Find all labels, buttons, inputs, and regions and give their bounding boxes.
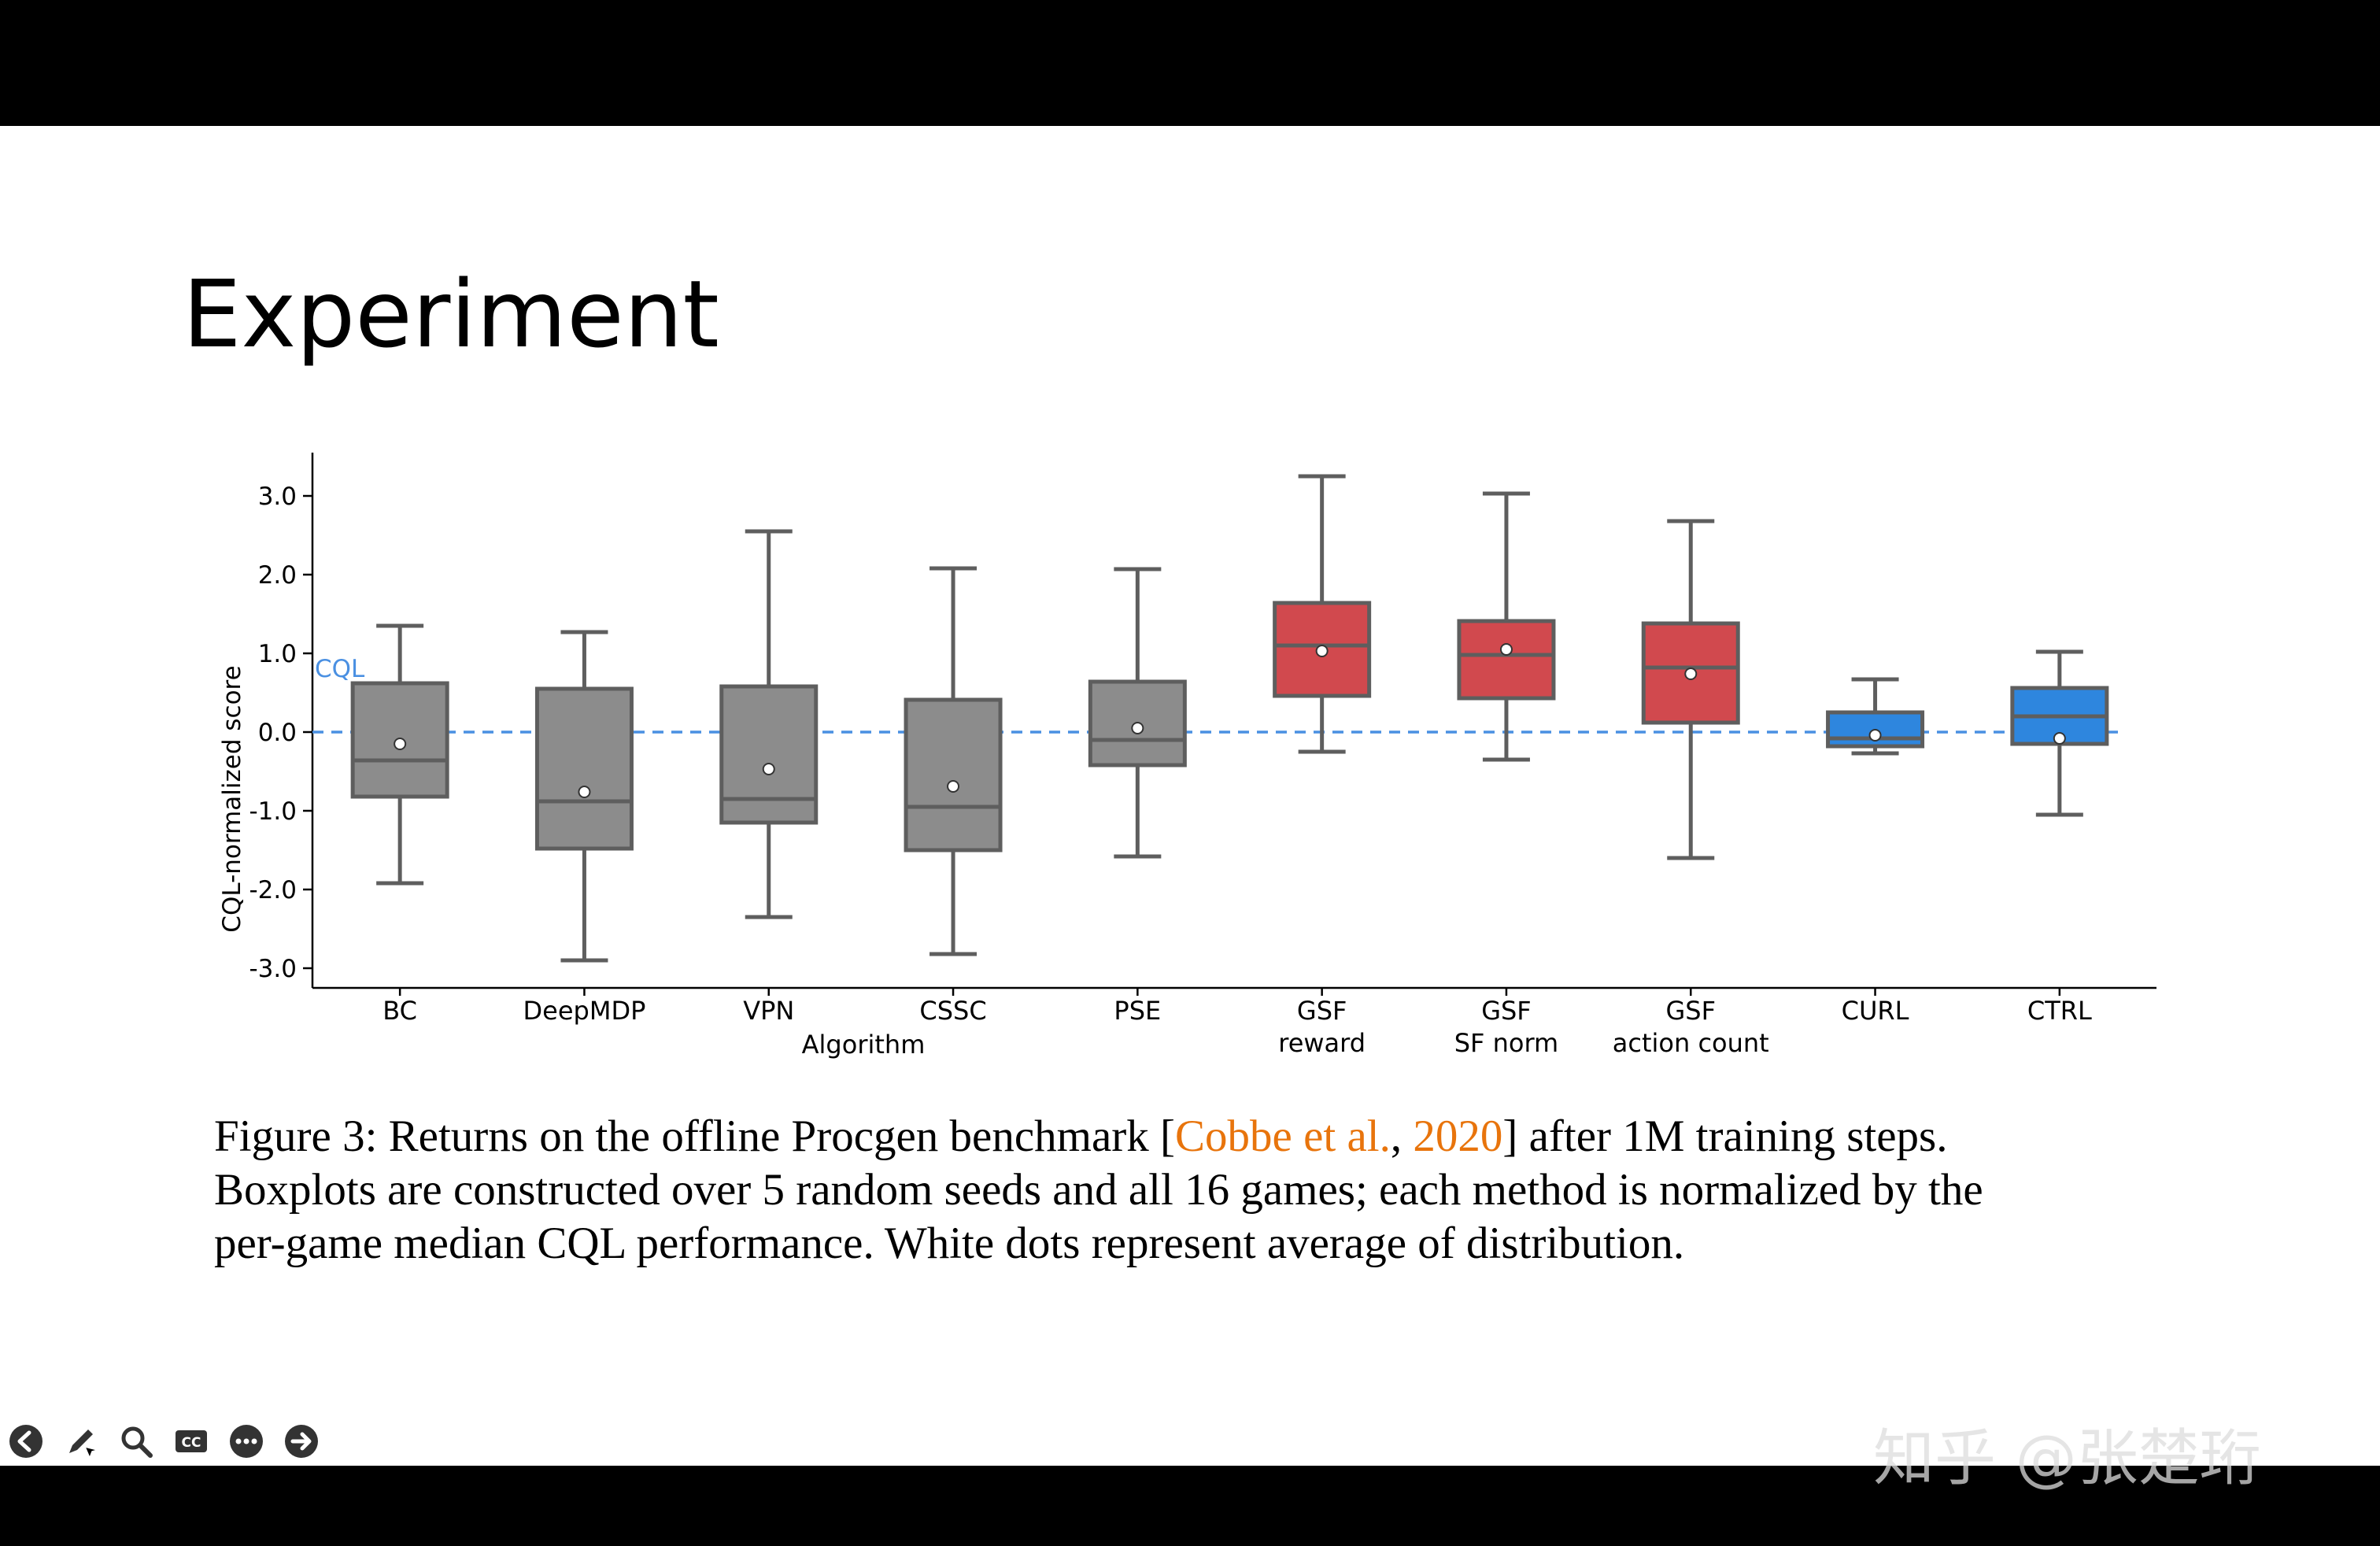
mean-dot: [1684, 668, 1698, 680]
mean-dot: [578, 786, 591, 798]
figure-caption: Figure 3: Returns on the offline Procgen…: [214, 1110, 2166, 1270]
x-axis-label: Algorithm: [802, 1030, 926, 1060]
slide-title: Experiment: [183, 260, 719, 368]
y-axis-label: CQL-normalized score: [218, 665, 246, 932]
x-tick-label: CTRL: [2027, 996, 2092, 1026]
x-tick-label: VPN: [743, 996, 794, 1026]
mean-dot: [1868, 729, 1882, 742]
back-arrow-icon[interactable]: [6, 1422, 46, 1461]
box-body: [534, 686, 634, 851]
presentation-toolbar: CC: [6, 1417, 321, 1466]
slide: Experiment 3.0 2.0 1.0 0.0 -1.0 -2.0 -3.0 CQL-n…: [0, 126, 2380, 1466]
x-tick-label: BC: [382, 996, 417, 1026]
box-body: [1457, 619, 1556, 701]
x-tick-label: GSF: [1665, 996, 1716, 1026]
mean-dot: [947, 780, 960, 793]
box-body: [719, 684, 819, 825]
x-tick-label: GSF: [1297, 996, 1347, 1026]
mean-dot: [1131, 722, 1144, 734]
more-icon[interactable]: [227, 1422, 266, 1461]
svg-text:CC: CC: [182, 1435, 201, 1451]
mean-dot: [1315, 645, 1329, 657]
y-tick-label: -2.0: [249, 876, 298, 904]
caption-line-3: per-game median CQL performance. White d…: [214, 1219, 1685, 1268]
y-tick-label: 0.0: [258, 719, 297, 747]
x-tick-label: CURL: [1842, 996, 1909, 1026]
x-tick-label: action count: [1613, 1028, 1769, 1058]
mean-dot: [762, 763, 775, 775]
watermark: 知乎 @张楚珩: [1873, 1423, 2261, 1494]
x-tick-label: GSF: [1481, 996, 1532, 1026]
x-tick-label: SF norm: [1454, 1028, 1559, 1058]
x-tick-label: PSE: [1114, 996, 1161, 1026]
caption-line-1: Figure 3: Returns on the offline Procgen…: [214, 1111, 1948, 1161]
mean-dot: [1499, 643, 1513, 656]
mean-dot: [394, 738, 407, 750]
search-icon[interactable]: [116, 1422, 156, 1461]
mean-dot: [2053, 732, 2066, 745]
y-tick-label: -3.0: [249, 955, 298, 983]
pen-icon[interactable]: [61, 1422, 101, 1461]
y-tick-label: 2.0: [258, 561, 297, 590]
citation-link-author[interactable]: Cobbe et al.: [1175, 1111, 1391, 1161]
x-tick-label: reward: [1278, 1028, 1366, 1058]
box-body: [904, 697, 1003, 853]
y-tick-label: 3.0: [258, 483, 297, 511]
citation-link-year[interactable]: 2020: [1413, 1111, 1503, 1161]
x-tick-label: DeepMDP: [523, 996, 646, 1026]
x-tick-label: CSSC: [919, 996, 986, 1026]
closed-caption-icon[interactable]: CC: [172, 1422, 211, 1461]
y-tick-label: 1.0: [258, 640, 297, 668]
cql-reference-label: CQL: [315, 655, 365, 683]
y-tick-label: -1.0: [249, 797, 298, 826]
forward-arrow-icon[interactable]: [282, 1422, 321, 1461]
caption-line-2: Boxplots are constructed over 5 random s…: [214, 1165, 1983, 1215]
